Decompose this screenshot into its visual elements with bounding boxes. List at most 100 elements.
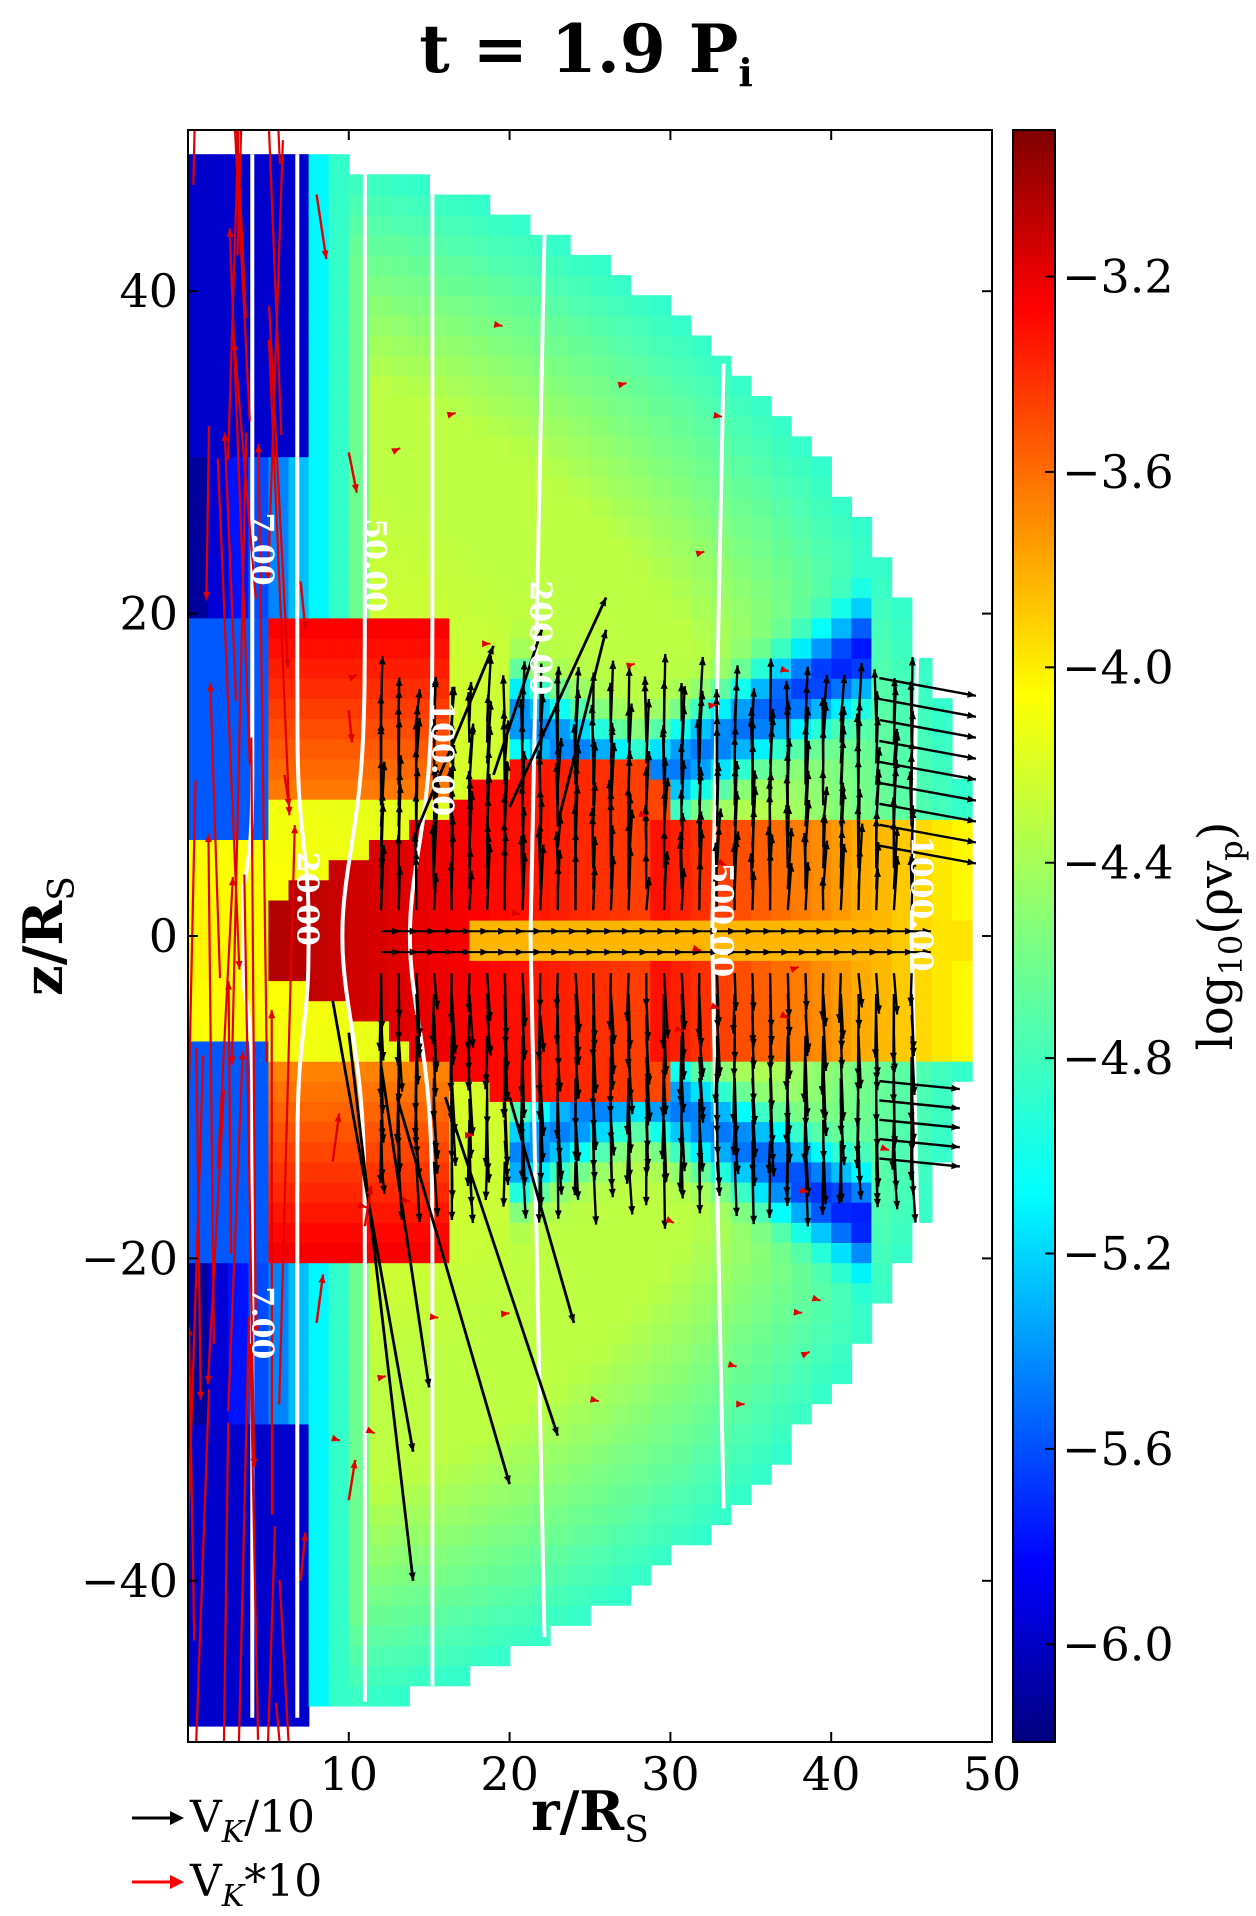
field-cell (630, 1222, 652, 1243)
arrow-head (710, 948, 719, 956)
field-cell (489, 1343, 511, 1364)
field-cell (811, 1121, 832, 1143)
field-cell (690, 416, 712, 437)
field-cell (489, 516, 511, 538)
field-cell (650, 436, 672, 458)
arrow-head (378, 1169, 386, 1178)
arrow-head (487, 645, 494, 655)
field-cell (851, 758, 873, 780)
field-cell (610, 698, 631, 720)
field-cell (670, 778, 692, 800)
arrow-head (857, 663, 865, 672)
arrow-shaft (521, 973, 527, 1027)
field-cell (328, 718, 350, 740)
field-cell (569, 396, 591, 417)
red-velocity-arrow (717, 858, 727, 867)
field-cell (228, 1544, 250, 1566)
field-cell (750, 1463, 772, 1485)
field-cell (529, 1302, 551, 1324)
field-cell (750, 516, 772, 538)
field-cell (228, 1383, 250, 1405)
colorbar-gradient (1012, 129, 1056, 1743)
arrow-head (392, 927, 401, 935)
arrow-head (643, 1167, 651, 1176)
field-cell (911, 859, 933, 881)
arrow-head (485, 1174, 493, 1183)
arrow-shaft (206, 1090, 225, 1385)
black-velocity-arrow (907, 1056, 915, 1121)
arrow-head (551, 927, 560, 935)
contour-label: 100.00 (424, 701, 459, 816)
red-velocity-arrow (264, 140, 284, 581)
field-cell (368, 234, 390, 256)
black-velocity-arrow (908, 657, 916, 722)
field-cell (569, 617, 591, 639)
field-cell (409, 516, 430, 538)
arrow-head (424, 1378, 432, 1388)
field-cell (610, 1222, 631, 1243)
field-cell (569, 355, 591, 377)
field-cell (549, 1403, 571, 1425)
field-cell (308, 1564, 330, 1586)
arrow-head (574, 1056, 582, 1065)
svg-text:VK/10: VK/10 (189, 1792, 315, 1850)
field-cell (368, 899, 390, 921)
field-cell (288, 1020, 310, 1042)
field-cell (670, 396, 692, 417)
arrow-head (692, 927, 701, 935)
field-cell (308, 1262, 330, 1284)
field-cell (208, 637, 229, 659)
black-velocity-arrow (879, 844, 977, 866)
field-cell (389, 1423, 410, 1445)
arrow-shaft (879, 1118, 960, 1129)
field-cell (389, 396, 410, 417)
field-cell (469, 1645, 491, 1667)
field-cell (368, 537, 390, 558)
arrow-shaft (278, 1579, 290, 1742)
field-cell (690, 799, 712, 820)
field-cell (449, 1363, 471, 1385)
field-cell (630, 1302, 652, 1324)
field-cell (489, 557, 511, 579)
arrow-head (749, 1035, 757, 1044)
field-cell (449, 1463, 471, 1485)
field-cell (208, 1504, 229, 1526)
field-cell (188, 355, 209, 377)
field-cell (630, 859, 652, 881)
arrow-shaft (508, 596, 608, 808)
field-cell (590, 1282, 611, 1304)
arrow-head (821, 1195, 829, 1205)
field-cell (368, 1443, 390, 1465)
field-cell (791, 1081, 812, 1102)
black-velocity-arrow (857, 823, 866, 890)
black-velocity-arrow (575, 948, 595, 956)
y-tick-label: −20 (81, 1231, 178, 1285)
field-cell (811, 516, 832, 538)
field-cell (791, 617, 812, 639)
field-cell (690, 1242, 712, 1264)
field-cell (871, 1202, 893, 1223)
field-cell (770, 577, 792, 599)
field-cell (750, 537, 772, 558)
field-cell (449, 940, 471, 961)
arrow-head (599, 597, 607, 607)
field-cell (389, 496, 410, 518)
arrow-head (485, 1045, 493, 1054)
black-velocity-arrow (522, 948, 542, 956)
field-cell (690, 496, 712, 518)
field-cell (188, 396, 209, 417)
field-cell (368, 456, 390, 478)
field-cell (188, 1081, 209, 1102)
field-cell (770, 899, 792, 921)
field-cell (208, 416, 229, 437)
field-cell (831, 1242, 853, 1264)
field-cell (449, 436, 471, 458)
red-velocity-arrow (331, 1113, 342, 1162)
field-cell (328, 1363, 350, 1385)
field-cell (429, 1040, 451, 1062)
field-cell (469, 980, 491, 1002)
field-cell (951, 919, 973, 941)
field-cell (811, 960, 832, 982)
arrow-head (427, 927, 436, 935)
field-cell (650, 335, 672, 357)
